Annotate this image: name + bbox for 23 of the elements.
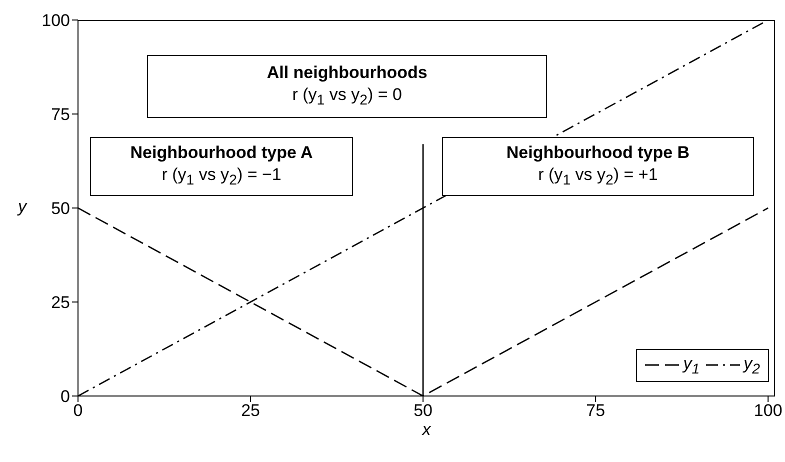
y-tick-label: 50 xyxy=(51,199,70,218)
text-box: All neighbourhoods r (y$_{1}$ vs y$_{2}$) = 0 xyxy=(147,54,548,118)
annotation: Neighbourhood type B xyxy=(506,142,690,162)
y-axis-title: y xyxy=(18,197,26,216)
annotation: r (y$_{1}$ vs y$_{2}$) = 0 xyxy=(292,84,402,108)
y-tick-label: 100 xyxy=(42,11,70,30)
y-tick-label: 25 xyxy=(51,293,70,312)
y-tick-label: 75 xyxy=(51,105,70,124)
text-box: Neighbourhood type B r (y$_{1}$ vs y$_{2}$) = +1 xyxy=(442,137,754,196)
annotation: r (y$_{1}$ vs y$_{2}$) = +1 xyxy=(538,164,658,188)
legend-label: y$_{2}$ xyxy=(744,354,760,377)
x-tick-label: 50 xyxy=(414,401,433,420)
y-tick-label: 0 xyxy=(60,387,70,406)
x-axis-title: x xyxy=(422,420,431,439)
x-tick-label: 0 xyxy=(73,401,83,420)
annotation: Neighbourhood type A xyxy=(130,142,313,162)
legend-label: y$_{1}$ xyxy=(683,354,700,377)
annotation: r (y$_{1}$ vs y$_{2}$) = −1 xyxy=(162,164,282,188)
text-box: Neighbourhood type A r (y$_{1}$ vs y$_{2}$) = −1 xyxy=(90,137,353,196)
x-tick-label: 100 xyxy=(754,401,782,420)
x-tick-label: 75 xyxy=(586,401,606,420)
annotation: All neighbourhoods xyxy=(266,62,428,82)
x-tick-label: 25 xyxy=(241,401,260,420)
